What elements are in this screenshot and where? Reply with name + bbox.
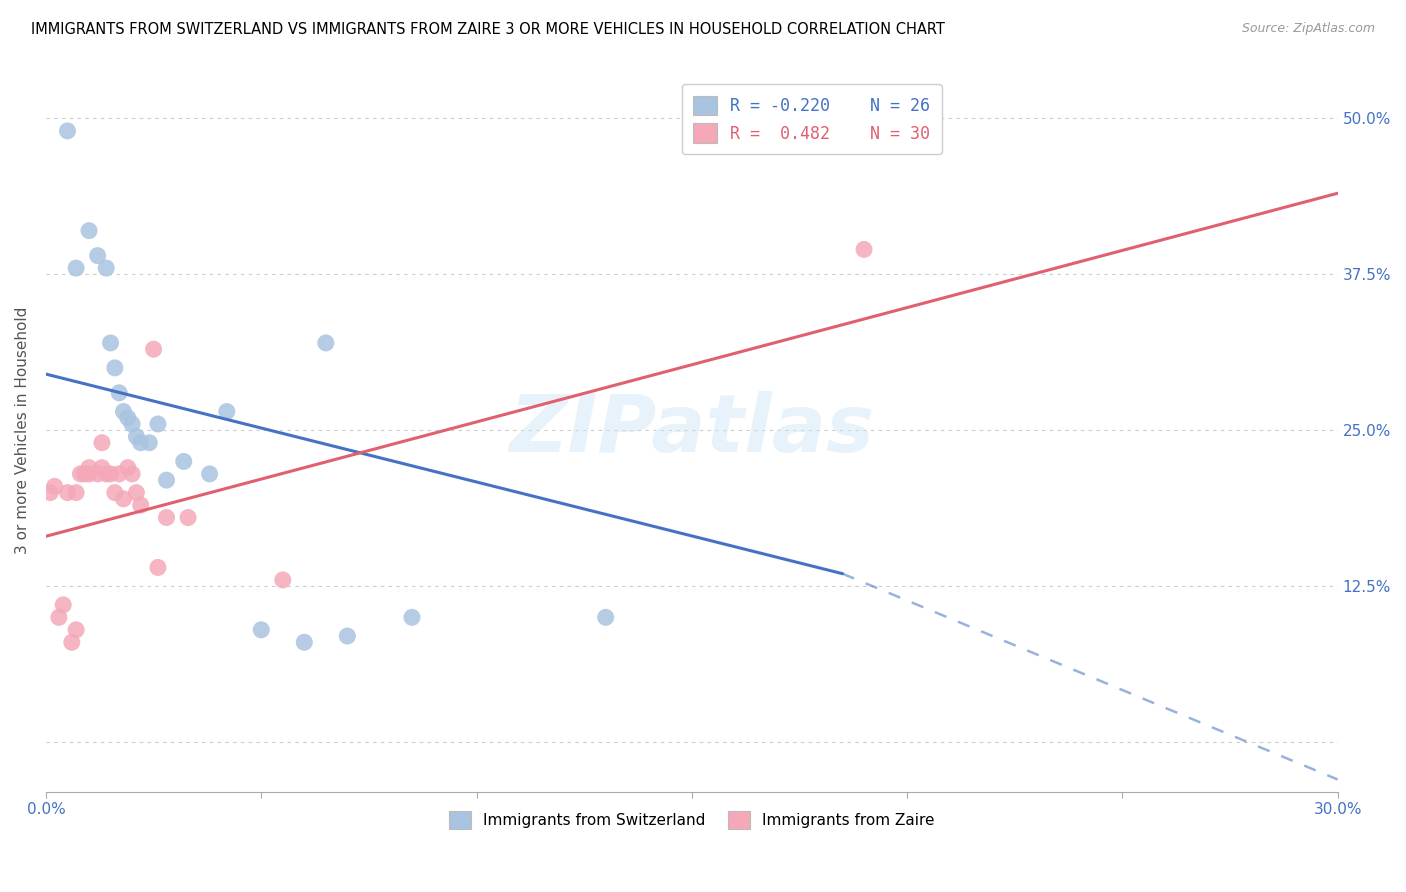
- Point: [56, 124, 79, 138]
- Text: IMMIGRANTS FROM SWITZERLAND VS IMMIGRANTS FROM ZAIRE 3 OR MORE VEHICLES IN HOUSE: IMMIGRANTS FROM SWITZERLAND VS IMMIGRANT…: [31, 22, 945, 37]
- Y-axis label: 3 or more Vehicles in Household: 3 or more Vehicles in Household: [15, 307, 30, 554]
- Text: ZIPatlas: ZIPatlas: [509, 392, 875, 469]
- Point: [65, 623, 87, 637]
- Point: [401, 610, 423, 624]
- Point: [69, 467, 91, 481]
- Point: [198, 467, 221, 481]
- Point: [129, 498, 152, 512]
- Point: [853, 112, 876, 126]
- Point: [112, 404, 135, 418]
- Point: [121, 417, 143, 431]
- Point: [96, 467, 118, 481]
- Point: [77, 467, 100, 481]
- Point: [39, 485, 62, 500]
- Point: [91, 435, 114, 450]
- Point: [271, 573, 294, 587]
- Legend: Immigrants from Switzerland, Immigrants from Zaire: Immigrants from Switzerland, Immigrants …: [443, 805, 941, 835]
- Point: [65, 485, 87, 500]
- Point: [104, 360, 127, 375]
- Point: [853, 243, 876, 257]
- Point: [100, 467, 122, 481]
- Point: [595, 610, 617, 624]
- Point: [91, 460, 114, 475]
- Point: [117, 410, 139, 425]
- Point: [155, 510, 177, 524]
- Point: [146, 560, 169, 574]
- Point: [100, 335, 122, 350]
- Point: [112, 491, 135, 506]
- Point: [44, 479, 66, 493]
- Point: [77, 460, 100, 475]
- Point: [146, 417, 169, 431]
- Point: [73, 467, 96, 481]
- Point: [250, 623, 273, 637]
- Point: [315, 335, 337, 350]
- Point: [142, 342, 165, 356]
- Point: [108, 467, 131, 481]
- Point: [292, 635, 315, 649]
- Point: [52, 598, 75, 612]
- Text: Source: ZipAtlas.com: Source: ZipAtlas.com: [1241, 22, 1375, 36]
- Point: [177, 510, 200, 524]
- Point: [215, 404, 238, 418]
- Point: [125, 485, 148, 500]
- Point: [104, 485, 127, 500]
- Point: [86, 467, 108, 481]
- Point: [108, 385, 131, 400]
- Point: [138, 435, 160, 450]
- Point: [48, 610, 70, 624]
- Point: [86, 249, 108, 263]
- Point: [77, 224, 100, 238]
- Point: [96, 261, 118, 276]
- Point: [173, 454, 195, 468]
- Point: [60, 635, 83, 649]
- Point: [65, 261, 87, 276]
- Point: [125, 429, 148, 443]
- Point: [129, 435, 152, 450]
- Point: [336, 629, 359, 643]
- Point: [155, 473, 177, 487]
- Point: [56, 485, 79, 500]
- Point: [117, 460, 139, 475]
- Point: [121, 467, 143, 481]
